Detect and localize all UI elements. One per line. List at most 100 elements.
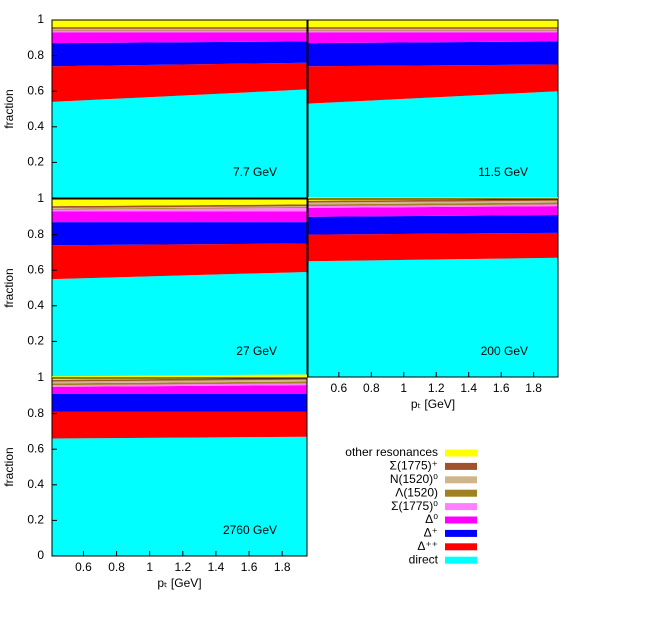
x-tick-label: 1 [146,560,153,574]
y-tick-label: 0.8 [27,227,44,241]
y-tick-label: 1 [37,12,44,26]
y-tick-label: 0.4 [27,119,44,133]
area [308,28,558,30]
y-axis-label: fraction [2,89,16,128]
area [52,394,307,412]
area [308,32,558,44]
area [52,89,307,198]
legend-label: Λ(1520) [395,485,438,499]
frame [307,198,559,378]
area [52,436,307,556]
legend-swatch [445,476,477,484]
area [52,27,307,29]
legend-label: other resonances [345,445,438,459]
y-tick-label: 0.8 [27,48,44,62]
legend-swatch [445,556,477,564]
legend-label: Δ⁺⁺ [417,539,438,553]
x-axis-label: pₜ [GeV] [157,576,201,590]
x-tick-label: 0.6 [331,381,348,395]
y-axis-label: fraction [2,447,16,486]
x-tick-label: 1.4 [460,381,477,395]
area [52,271,307,377]
y-tick-label: 1 [37,370,44,384]
annotation: 7.7 GeV [233,165,277,179]
area [52,29,307,31]
legend-swatch [445,462,477,470]
y-tick-label: 0.6 [27,262,44,276]
area [52,62,307,102]
area [308,257,558,377]
y-axis-label: fraction [2,268,16,307]
area [52,378,307,382]
area [52,385,307,395]
area [308,29,558,31]
x-tick-label: 1.2 [428,381,445,395]
legend-swatch [445,489,477,497]
y-tick-label: 0.6 [27,441,44,455]
area [52,411,307,439]
area [52,243,307,280]
y-tick-label: 0.4 [27,298,44,312]
area [52,383,307,387]
y-tick-label: 0.2 [27,334,44,348]
area [308,64,558,104]
x-tick-label: 1.6 [241,560,258,574]
area [52,207,307,210]
area [308,30,558,33]
legend-label: Σ(1775)⁰ [391,499,438,513]
area [52,20,307,28]
legend-swatch [445,503,477,511]
area [52,204,307,208]
area [52,222,307,246]
frame [51,19,308,199]
area [308,199,558,203]
area [308,202,558,207]
area [308,27,558,29]
area [52,199,307,207]
annotation: 11.5 GeV [478,165,528,179]
area [308,232,558,262]
x-tick-label: 1.4 [208,560,225,574]
legend-label: direct [409,552,439,566]
frame [51,377,308,557]
legend-label: Σ(1775)⁺ [390,459,438,473]
y-tick-label: 0.2 [27,513,44,527]
x-tick-label: 1.8 [525,381,542,395]
area [308,200,558,205]
legend-swatch [445,516,477,524]
area [52,28,307,30]
x-tick-label: 1.2 [174,560,191,574]
area [52,41,307,67]
area [52,32,307,44]
y-tick-label: 1 [37,191,44,205]
annotation: 27 GeV [236,344,277,358]
y-tick-label: 0.6 [27,83,44,97]
legend-swatch [445,529,477,537]
x-tick-label: 1 [400,381,407,395]
x-axis-label: pₜ [GeV] [411,397,455,411]
y-tick-label: 0.2 [27,155,44,169]
area [52,207,307,212]
legend-swatch [445,449,477,457]
x-tick-label: 1.6 [493,381,510,395]
area [52,206,307,209]
area [308,91,558,198]
area [308,206,558,217]
area [308,215,558,235]
x-tick-label: 0.6 [75,560,92,574]
annotation: 2760 GeV [223,523,277,537]
area [308,204,558,208]
y-tick-label: 0 [37,548,44,562]
area [308,20,558,28]
area [52,381,307,386]
legend-label: N(1520)⁰ [390,472,438,486]
y-tick-label: 0.4 [27,477,44,491]
legend-swatch [445,543,477,551]
y-tick-label: 0.8 [27,406,44,420]
x-tick-label: 1.8 [274,560,291,574]
area [52,211,307,223]
legend-label: Δ⁺ [424,526,438,540]
area [308,41,558,67]
area [52,30,307,33]
